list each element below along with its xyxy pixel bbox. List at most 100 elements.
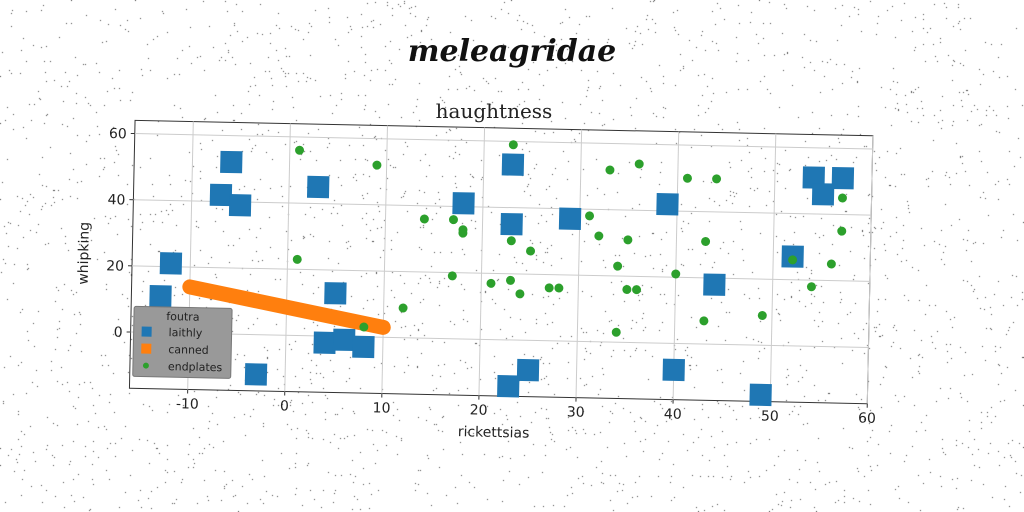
endplates-marker: [611, 327, 621, 337]
endplates-marker: [448, 215, 458, 225]
x-tick-label: 60: [858, 411, 876, 427]
x-tick-label: -10: [176, 396, 199, 412]
legend-marker-canned: [141, 343, 152, 354]
endplates-marker: [605, 165, 615, 175]
endplates-marker: [837, 226, 847, 236]
x-tick-label: 20: [470, 402, 488, 418]
x-grid-line: [478, 127, 486, 396]
x-grid-line: [672, 131, 680, 400]
endplates-marker: [806, 282, 816, 292]
endplates-marker: [632, 285, 642, 295]
endplates-marker: [506, 236, 516, 246]
endplates-marker: [634, 159, 644, 169]
laithly-marker: [352, 335, 375, 359]
y-grid-line: [130, 331, 869, 348]
endplates-marker: [826, 259, 836, 269]
endplates-marker: [682, 173, 692, 183]
endplates-marker: [623, 235, 633, 245]
endplates-marker: [544, 283, 554, 293]
endplates-marker: [594, 231, 604, 241]
data-marks: [149, 140, 855, 407]
x-tick-label: 10: [372, 400, 390, 416]
endplates-marker: [398, 303, 408, 313]
endplates-marker: [712, 174, 722, 184]
laithly-marker: [209, 183, 233, 207]
laithly-marker: [313, 331, 336, 354]
endplates-marker: [372, 160, 382, 170]
laithly-marker: [831, 166, 855, 190]
endplates-marker: [526, 246, 536, 256]
legend-box: [132, 305, 233, 379]
laithly-marker: [228, 194, 252, 217]
legend-marker-endplates: [142, 362, 149, 369]
endplates-marker: [447, 271, 457, 281]
laithly-marker: [500, 212, 523, 236]
laithly-marker: [452, 192, 475, 215]
endplates-marker: [788, 255, 798, 265]
legend-marker-laithly: [141, 326, 152, 337]
laithly-marker: [324, 282, 347, 305]
endplates-marker: [508, 140, 518, 150]
endplates-marker: [505, 275, 515, 285]
endplates-marker: [359, 322, 369, 332]
x-grid-line: [575, 129, 583, 398]
legend-label-endplates: endplates: [168, 360, 223, 374]
y-axis-label: whipking: [76, 222, 93, 285]
laithly-marker: [656, 193, 679, 216]
endplates-marker: [613, 261, 623, 271]
laithly-marker: [662, 358, 685, 382]
chart-title: haughtness: [436, 99, 553, 123]
laithly-marker: [558, 207, 582, 231]
laithly-marker: [159, 252, 183, 275]
endplates-marker: [292, 254, 302, 264]
x-tick-label: 0: [280, 398, 289, 414]
laithly-marker: [749, 383, 772, 407]
laithly-marker: [802, 166, 825, 189]
laithly-marker: [149, 285, 172, 308]
y-tick-label: 60: [109, 126, 127, 142]
canned-line: [182, 279, 391, 335]
endplates-marker: [757, 310, 767, 320]
y-axis-ticks: 0 20 40 60: [106, 126, 135, 341]
laithly-marker: [220, 150, 243, 174]
endplates-marker: [585, 211, 595, 221]
laithly-marker: [811, 183, 835, 206]
x-axis-label: rickettsias: [458, 424, 530, 441]
endplates-marker: [515, 289, 525, 299]
endplates-marker: [671, 269, 681, 279]
endplates-marker: [295, 145, 305, 155]
y-grid-line: [134, 133, 873, 150]
x-tick-label: 40: [664, 406, 682, 422]
laithly-marker: [501, 153, 525, 176]
endplates-marker: [458, 228, 468, 238]
legend-label-canned: canned: [168, 343, 209, 357]
endplates-marker: [486, 278, 496, 288]
x-tick-label: 50: [761, 408, 779, 424]
x-tick-label: 30: [567, 404, 585, 420]
endplates-marker: [419, 214, 429, 224]
y-grid-line: [133, 199, 872, 216]
endplates-marker: [554, 283, 564, 293]
y-grid-line: [131, 265, 870, 282]
x-grid-line: [381, 125, 388, 394]
endplates-marker: [699, 316, 709, 326]
plot-area: -10 0 10 20 30 40 50 60 0 20 40 60 rickettsias whi…: [76, 119, 876, 442]
endplates-marker: [622, 284, 632, 294]
x-axis-ticks: -10 0 10 20 30 40 50 60: [176, 389, 876, 427]
laithly-marker: [332, 328, 356, 352]
legend-title: foutra: [166, 310, 199, 324]
x-grid-line: [284, 123, 291, 392]
x-grid-line: [769, 133, 777, 402]
endplates-marker: [701, 236, 711, 246]
y-tick-label: 0: [114, 325, 123, 341]
endplates-marker: [837, 193, 847, 203]
laithly-marker: [497, 375, 520, 398]
figure-suptitle: meleagridae: [407, 34, 617, 69]
laithly-marker: [516, 358, 540, 382]
grid-lines: [130, 121, 874, 404]
y-tick-label: 40: [107, 192, 125, 208]
x-grid-line: [866, 135, 874, 404]
y-tick-label: 20: [106, 258, 124, 274]
legend: foutra laithly canned endplates: [132, 305, 233, 379]
